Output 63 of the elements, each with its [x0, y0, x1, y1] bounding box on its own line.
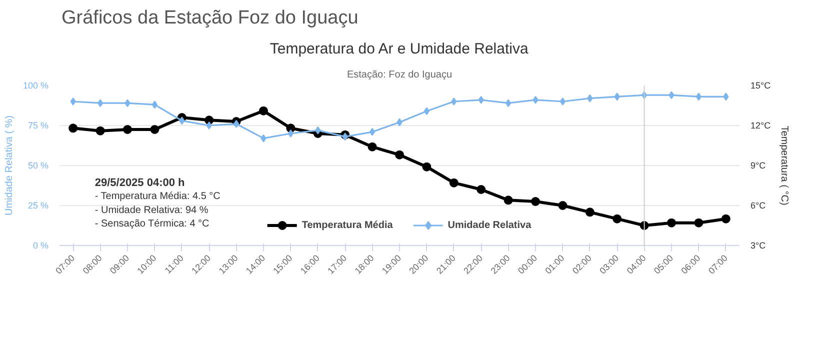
point	[123, 125, 132, 134]
y-tick-label: 0 %	[32, 240, 49, 250]
point	[558, 201, 568, 210]
y-axis-title: Umidade Relativa ( %)	[4, 115, 15, 216]
point	[721, 214, 730, 224]
point	[395, 150, 404, 160]
y2-tick-label: 12°C	[750, 120, 772, 130]
point	[152, 100, 158, 109]
point	[476, 185, 486, 194]
point	[505, 99, 512, 108]
point	[70, 98, 76, 106]
point	[560, 98, 566, 106]
point	[449, 178, 458, 188]
point	[342, 132, 348, 141]
y2-tick-label: 15°C	[750, 80, 772, 90]
point	[723, 92, 729, 101]
annotation: - Sensação Térmica: 4 °C	[94, 218, 210, 230]
y-tick-label: 100 %	[22, 80, 49, 90]
point	[315, 126, 321, 134]
point	[422, 162, 432, 172]
point	[531, 197, 540, 206]
point	[288, 130, 294, 138]
point	[668, 91, 674, 100]
text: Gráficos da Estação Foz do Iguaçu	[62, 8, 358, 28]
point	[150, 125, 160, 134]
legend-label: Temperatura Média	[302, 220, 393, 230]
point	[696, 92, 702, 101]
point	[368, 142, 377, 152]
point	[585, 208, 594, 217]
point	[424, 107, 430, 116]
annotation: - Umidade Relativa: 94 %	[94, 204, 208, 216]
legend-label: Umidade Relativa	[448, 220, 532, 230]
y-tick-label: 50 %	[28, 160, 48, 170]
point	[97, 99, 104, 108]
point	[612, 214, 622, 224]
point	[233, 120, 240, 128]
point	[206, 122, 212, 130]
point	[587, 94, 593, 102]
point	[259, 106, 268, 116]
y2-axis-title: Temperatura ( °C)	[778, 126, 790, 206]
point	[478, 96, 484, 104]
y2-tick-label: 9°C	[750, 160, 766, 170]
point	[124, 99, 130, 108]
point	[396, 118, 402, 126]
annotation: - Temperatura Média: 4.5 °C	[94, 191, 220, 202]
y2-tick-label: 6°C	[750, 200, 766, 210]
y-tick-label: 75 %	[28, 120, 48, 130]
point	[614, 92, 620, 101]
point	[451, 98, 457, 106]
point	[96, 126, 105, 136]
point	[532, 96, 538, 104]
point	[694, 218, 704, 228]
point	[260, 134, 266, 142]
chart-title: Temperatura do Ar e Umidade Relativa	[270, 40, 529, 58]
y-tick-label: 25 %	[28, 200, 48, 210]
y2-tick-label: 3°C	[750, 240, 766, 250]
annotation: 29/5/2025 04:00 h	[94, 177, 186, 190]
point	[369, 128, 376, 136]
point	[179, 116, 185, 125]
point	[667, 218, 676, 228]
point	[504, 196, 513, 205]
chart-subtitle: Estação: Foz do Iguaçu	[346, 70, 452, 80]
point	[68, 124, 78, 133]
